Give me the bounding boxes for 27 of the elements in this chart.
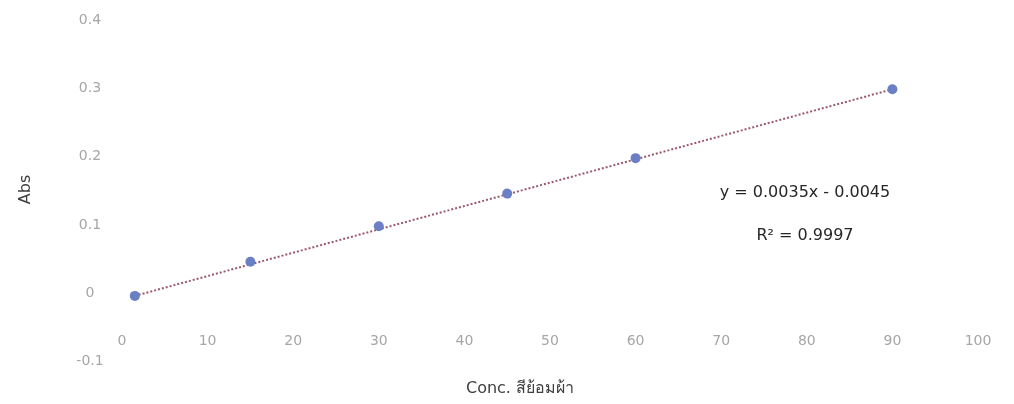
point bbox=[373, 221, 384, 232]
x-tick-label: 20 bbox=[284, 332, 303, 348]
point bbox=[245, 256, 256, 267]
y-tick-label: 0.1 bbox=[78, 215, 102, 232]
x-tick-label: 90 bbox=[883, 332, 902, 348]
x-tick-label: 40 bbox=[455, 332, 474, 348]
annotation: y = 0.0035x - 0.0045 bbox=[719, 182, 891, 201]
point bbox=[630, 153, 641, 164]
point bbox=[129, 290, 140, 301]
point bbox=[502, 188, 513, 199]
y-tick-label: 0.2 bbox=[78, 147, 102, 164]
x-tick-label: 0 bbox=[117, 332, 127, 348]
x-tick-label: 10 bbox=[198, 332, 217, 348]
x-axis-title: Conc. สีย้อมผ้า bbox=[465, 378, 575, 397]
x-tick-label: 60 bbox=[626, 332, 645, 348]
y-tick-label: 0 bbox=[85, 283, 95, 300]
x-tick-label: 100 bbox=[964, 332, 992, 348]
x-tick-label: 70 bbox=[712, 332, 731, 348]
annotation: R² = 0.9997 bbox=[756, 225, 854, 244]
y-axis-title: Abs bbox=[15, 174, 34, 205]
point bbox=[887, 84, 898, 95]
x-tick-label: 80 bbox=[797, 332, 816, 348]
y-tick-label: 0.3 bbox=[78, 79, 102, 96]
y-tick-label: 0.4 bbox=[78, 11, 102, 27]
y-tick-label: -0.1 bbox=[76, 352, 104, 368]
x-tick-label: 30 bbox=[369, 332, 388, 348]
x-tick-label: 50 bbox=[541, 332, 559, 348]
